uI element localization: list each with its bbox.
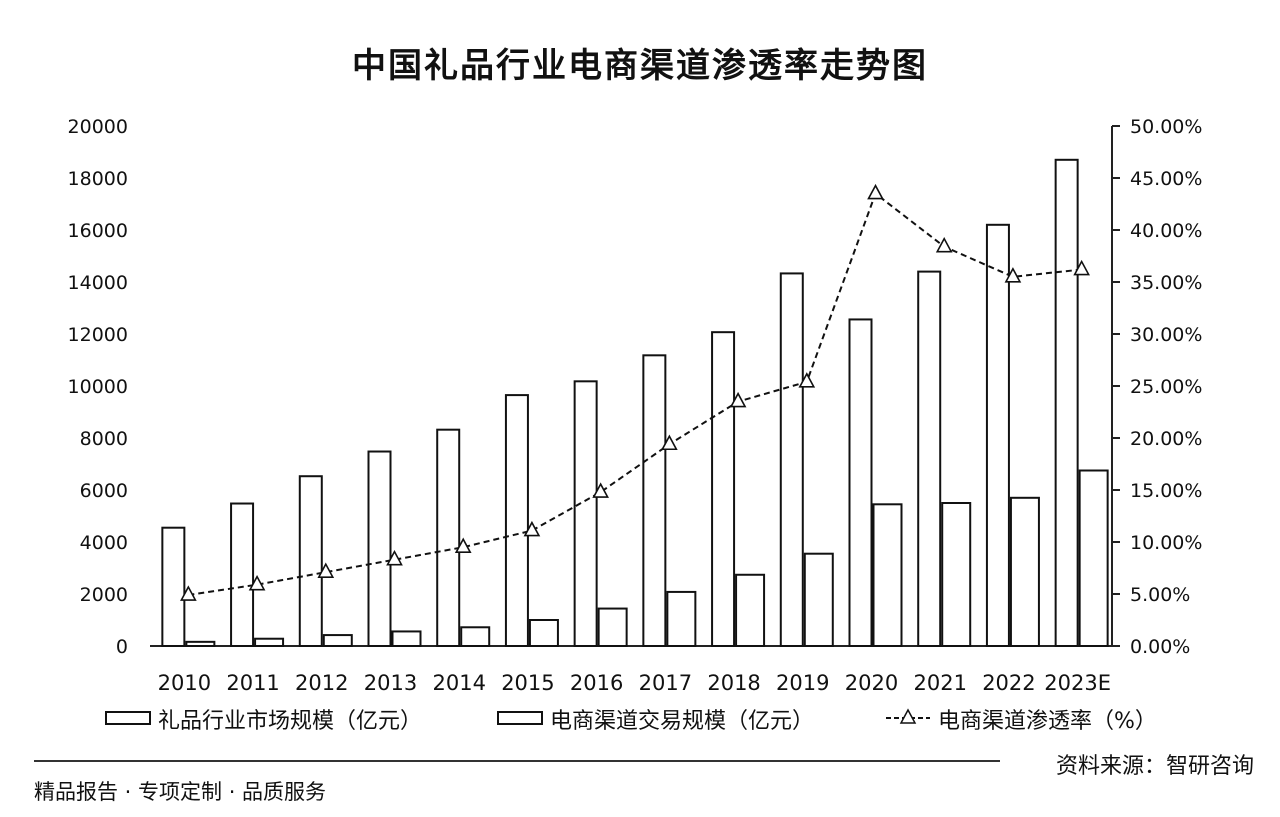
legend-swatch-market [105,711,151,725]
bar-ecommerce-size [391,630,422,648]
x-tick-label: 2020 [845,671,898,695]
penetration-marker [1073,259,1090,276]
penetration-line [180,183,1090,601]
penetration-marker [386,549,403,566]
penetration-marker [935,236,953,253]
x-tick-label: 2021 [913,671,966,695]
source-note: 资料来源：智研咨询 [1055,754,1254,779]
bar-market-size [573,380,598,647]
bar-ecommerce-size [185,640,216,648]
bar-ecommerce-size [254,637,285,647]
penetration-marker [454,537,472,554]
legend-label-market: 礼品行业市场规模（亿元） [158,709,422,734]
x-tick-label: 2012 [295,671,348,695]
penetration-marker [867,183,884,200]
left-y-axis: 0 2000 4000 6000 8000 10000 12000 14000 16000 180… [68,116,128,658]
legend-marker-penetration [899,708,917,724]
left-tick-label: 2000 [80,584,128,606]
bar-ecommerce-size [735,573,766,648]
bar-market-size [985,223,1010,648]
left-tick-label: 4000 [80,532,128,554]
legend: 礼品行业市场规模（亿元） 电商渠道交易规模（亿元） 电商渠道渗透率（%） [105,708,1157,734]
right-tick-label: 30.00% [1130,324,1202,346]
x-tick-label: 2023E [1044,671,1111,695]
bar-ecommerce-size [597,607,628,647]
right-tick-label: 15.00% [1130,480,1202,502]
bar-market-size [161,526,186,648]
x-tick-label: 2019 [776,671,829,695]
penetration-marker [661,434,678,451]
x-tick-label: 2016 [570,671,623,695]
x-axis-labels: 2010 2011 2012 2013 2014 2015 2016 2017 2018 2019… [158,671,1111,695]
legend-label-ecommerce: 电商渠道交易规模（亿元） [550,709,814,734]
bar-market-size [436,428,461,647]
penetration-marker [180,585,197,601]
x-tick-label: 2011 [226,671,279,695]
x-tick-label: 2022 [982,671,1035,695]
bar-market-size [711,331,736,647]
right-y-axis: 0.00% 5.00% 10.00% 15.00% 20.00% 25.00% 30.00%… [1111,116,1202,658]
bar-ecommerce-size [803,552,834,648]
bar-ecommerce-size [666,590,697,647]
penetration-marker [798,372,816,388]
combo-chart: 0 2000 4000 6000 8000 10000 12000 14000 16000 180… [68,116,1203,734]
right-tick-label: 0.00% [1130,636,1190,658]
right-tick-label: 50.00% [1130,116,1202,138]
penetration-marker [729,391,747,408]
x-tick-label: 2018 [707,671,760,695]
x-tick-label: 2013 [364,671,417,695]
bar-market-size [230,502,255,647]
left-tick-label: 12000 [68,324,128,346]
bar-ecommerce-size [872,503,903,647]
bar-market-size [298,475,323,647]
penetration-marker [1004,267,1022,283]
bar-market-size [779,272,804,647]
bar-ecommerce-size [941,502,972,647]
x-tick-label: 2015 [501,671,554,695]
right-tick-label: 5.00% [1130,584,1190,606]
left-tick-label: 10000 [68,376,128,398]
bar-ecommerce-size [528,619,559,647]
bars [150,158,1112,648]
legend-swatch-ecommerce [497,711,543,725]
left-tick-label: 20000 [68,116,128,138]
left-tick-label: 0 [116,636,128,658]
right-tick-label: 10.00% [1130,532,1202,554]
chart-title: 中国礼品行业电商渠道渗透率走势图 [352,46,928,86]
right-tick-label: 45.00% [1130,168,1202,190]
penetration-marker [592,482,609,498]
x-tick-label: 2010 [158,671,211,695]
penetration-marker [523,520,541,537]
penetration-marker [317,562,335,578]
bar-ecommerce-size [460,626,491,648]
right-tick-label: 25.00% [1130,376,1202,398]
bar-market-size [504,394,529,647]
penetration-series-line [188,191,1082,597]
left-tick-label: 8000 [80,428,128,450]
bar-market-size [917,270,942,647]
left-tick-label: 6000 [80,480,128,502]
bar-ecommerce-size [1009,496,1040,647]
footer-slogan: 精品报告 · 专项定制 · 品质服务 [34,780,327,804]
bar-market-size [848,318,873,647]
bar-ecommerce-size [322,634,353,648]
left-tick-label: 18000 [68,168,128,190]
right-tick-label: 40.00% [1130,220,1202,242]
bar-market-size [1054,158,1079,648]
x-tick-label: 2017 [639,671,692,695]
bar-ecommerce-size [1078,469,1109,647]
left-tick-label: 14000 [68,272,128,294]
x-tick-label: 2014 [432,671,485,695]
bar-market-size [642,354,667,647]
penetration-marker [248,574,266,591]
right-tick-label: 35.00% [1130,272,1202,294]
divider-line [34,760,1000,762]
right-tick-label: 20.00% [1130,428,1202,450]
legend-label-penetration: 电商渠道渗透率（%） [938,709,1157,734]
bar-market-size [367,450,392,647]
left-tick-label: 16000 [68,220,128,242]
